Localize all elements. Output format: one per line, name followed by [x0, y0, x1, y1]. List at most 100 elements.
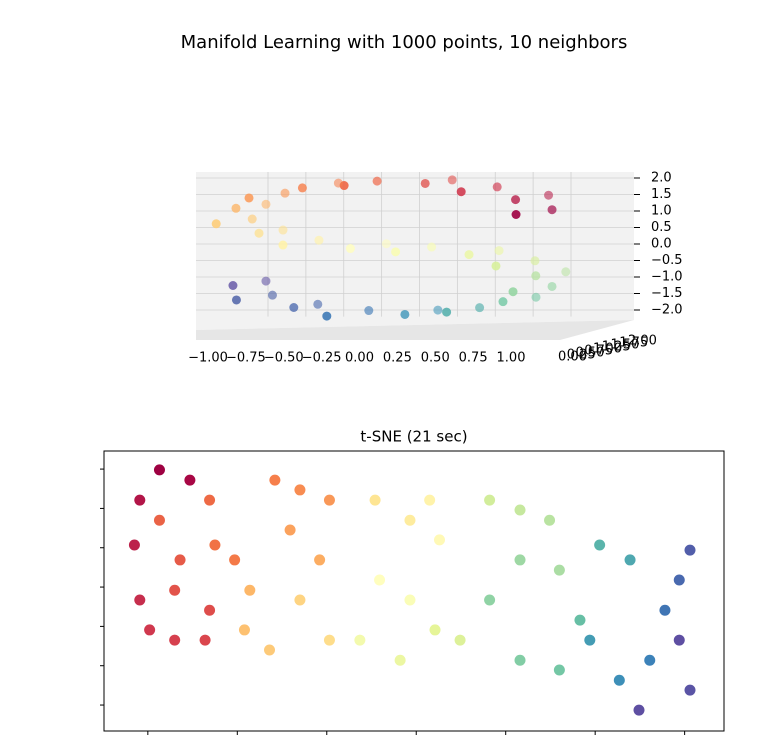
point [231, 295, 241, 305]
point [269, 474, 281, 486]
point [429, 624, 441, 636]
tsne-title: t-SNE (21 sec) [360, 428, 467, 446]
point [684, 684, 696, 696]
x-tick-label: 0.50 [421, 351, 450, 366]
point [553, 564, 565, 576]
point [169, 634, 181, 646]
point [514, 554, 526, 566]
point [531, 271, 541, 281]
x-tick-label: −0.75 [226, 351, 266, 366]
z-tick-label: 1.5 [651, 187, 672, 202]
point [144, 624, 156, 636]
point [498, 297, 508, 307]
point [209, 539, 221, 551]
point [454, 634, 466, 646]
z-tick-label: 2.0 [651, 171, 672, 186]
point [247, 214, 257, 224]
figure-title: Manifold Learning with 1000 points, 10 n… [181, 32, 628, 53]
point [544, 514, 556, 526]
point [492, 182, 502, 192]
z-tick-label: −1.0 [651, 270, 683, 285]
y-tick-label: 0.75 [584, 344, 613, 359]
point [442, 307, 452, 317]
point [244, 193, 254, 203]
point [184, 474, 196, 486]
x-tick-label: 1.00 [497, 351, 526, 366]
point [128, 539, 140, 551]
point [484, 594, 496, 606]
point [294, 594, 306, 606]
x-tick-label: 0.75 [459, 351, 488, 366]
point [511, 195, 521, 205]
point [294, 484, 306, 496]
tsne-frame [103, 450, 725, 732]
point [544, 190, 554, 200]
point [404, 594, 416, 606]
point [514, 504, 526, 516]
point [323, 634, 335, 646]
x-tick-label: −0.25 [302, 351, 342, 366]
z-tick-label: 0.0 [651, 237, 672, 252]
y-tick-label: 1.00 [593, 342, 622, 357]
point [284, 524, 296, 536]
point [530, 256, 540, 266]
x-tick-label: 0.00 [345, 351, 374, 366]
point [345, 244, 355, 254]
point [400, 309, 410, 319]
point [372, 176, 382, 186]
point [594, 539, 606, 551]
point [289, 303, 299, 313]
point [134, 594, 146, 606]
point [494, 246, 504, 256]
point [456, 187, 466, 197]
point [323, 494, 335, 506]
x-tick-label: 0.25 [383, 351, 412, 366]
point [433, 534, 445, 546]
point [464, 250, 474, 260]
point [153, 464, 165, 476]
y-tick-label: 0.50 [576, 346, 605, 361]
point [433, 305, 443, 315]
point [261, 199, 271, 209]
point [684, 544, 696, 556]
point [613, 674, 625, 686]
point [134, 494, 146, 506]
point [314, 235, 324, 245]
point [238, 624, 250, 636]
point [475, 303, 485, 313]
point [169, 584, 181, 596]
point [153, 514, 165, 526]
y-tick-label: 0.00 [558, 350, 587, 365]
z-tick-label: −0.5 [651, 253, 683, 268]
floor-pane [196, 320, 634, 340]
point [547, 281, 557, 291]
x-tick-label: −0.50 [264, 351, 304, 366]
point [369, 494, 381, 506]
point [394, 654, 406, 666]
point [174, 554, 186, 566]
point [644, 654, 656, 666]
y-tick-label: 1.75 [619, 336, 648, 351]
point [204, 604, 216, 616]
point [333, 178, 343, 188]
point [511, 210, 521, 220]
point [354, 634, 366, 646]
point [314, 554, 326, 566]
point [531, 292, 541, 302]
point [297, 183, 307, 193]
point [204, 494, 216, 506]
point [228, 280, 238, 290]
point [484, 494, 496, 506]
point [584, 634, 596, 646]
point [381, 239, 391, 249]
point [420, 178, 430, 188]
point [280, 188, 290, 198]
z-tick-label: −2.0 [651, 303, 683, 318]
point [322, 311, 332, 321]
point [447, 175, 457, 185]
point [673, 634, 685, 646]
point [211, 219, 221, 229]
point [278, 240, 288, 250]
z-tick-label: 0.5 [651, 220, 672, 235]
point [491, 261, 501, 271]
